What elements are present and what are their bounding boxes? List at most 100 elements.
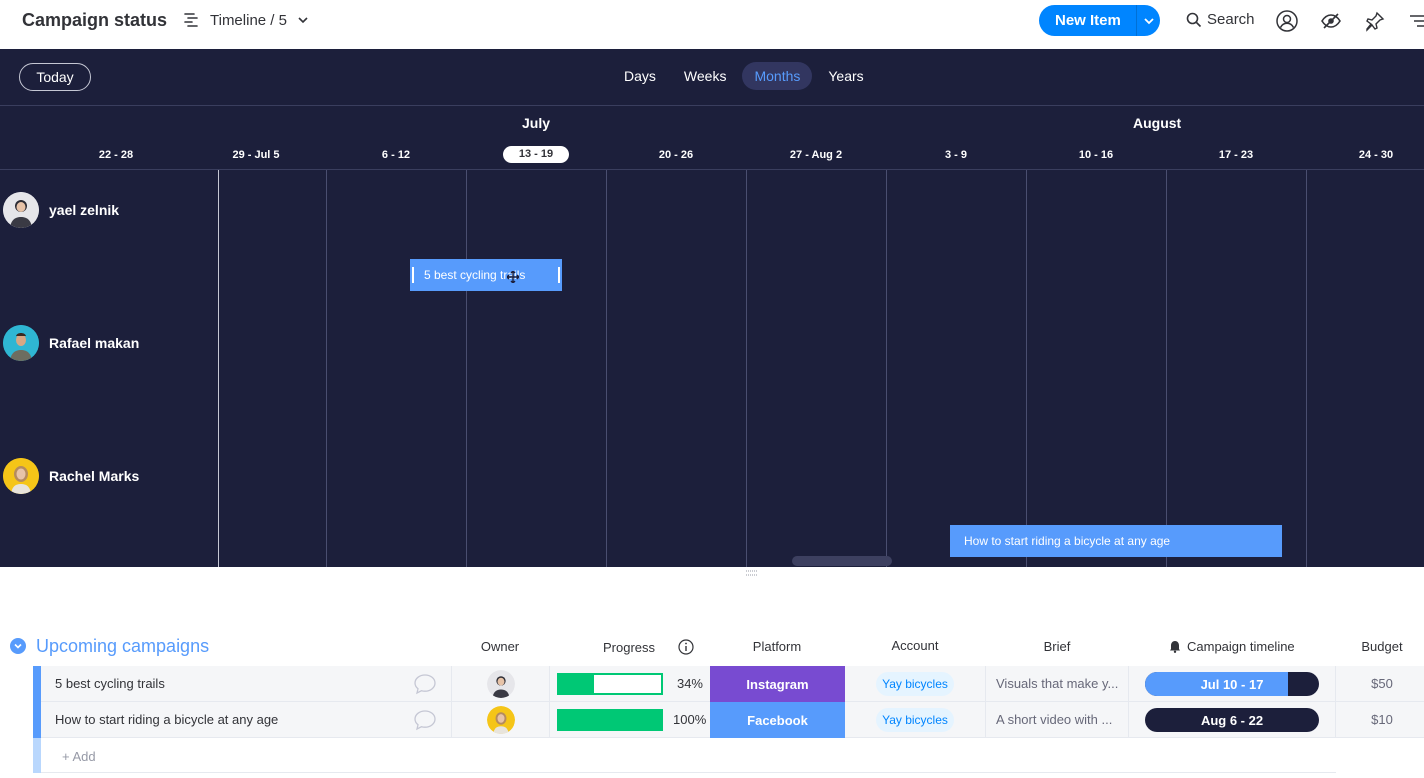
person-name: Rafael makan [49, 335, 140, 351]
search-label: Search [1207, 11, 1255, 28]
table-row[interactable]: How to start riding a bicycle at any age… [33, 702, 1424, 738]
row-color-bar [33, 702, 41, 738]
account-tag[interactable]: Yay bicycles [876, 708, 954, 732]
button-divider [1136, 5, 1137, 36]
campaign-timeline-pill[interactable]: Jul 10 - 17 [1145, 672, 1319, 696]
resize-handle-right[interactable] [558, 267, 560, 283]
week-label-current: 13 - 19 [503, 146, 569, 163]
resize-handle-left[interactable] [412, 267, 414, 283]
week-label: 6 - 12 [381, 149, 411, 161]
today-button[interactable]: Today [19, 63, 91, 91]
grid-line [326, 170, 327, 567]
search-button[interactable]: Search [1186, 11, 1255, 28]
week-label: 3 - 9 [944, 149, 967, 161]
brief-text[interactable]: Visuals that make y... [996, 676, 1119, 691]
filter-icon[interactable] [1408, 10, 1424, 32]
table-row[interactable]: 5 best cycling trails 34% Instagram Yay … [33, 666, 1424, 702]
horizontal-scrollbar[interactable] [792, 556, 892, 566]
add-item-label: + Add [62, 749, 96, 764]
platform-status[interactable]: Instagram [710, 666, 845, 702]
add-item-row[interactable]: + Add [33, 738, 1336, 773]
cell-divider [1128, 702, 1129, 738]
row-color-bar [33, 738, 41, 773]
board-title[interactable]: Campaign status [22, 10, 168, 30]
view-switcher[interactable]: Timeline / 5 [182, 10, 309, 30]
column-header-progress[interactable]: Progress [602, 640, 656, 655]
pin-icon[interactable] [1364, 10, 1386, 32]
campaign-timeline-pill[interactable]: Aug 6 - 22 [1145, 708, 1319, 732]
timeline-dates: Jul 10 - 17 [1200, 676, 1264, 692]
timeline-bar[interactable]: 5 best cycling trails [410, 259, 562, 291]
column-header-owner[interactable]: Owner [480, 639, 520, 654]
chevron-down-icon [298, 17, 308, 24]
grid-line [886, 170, 887, 567]
cell-divider [985, 702, 986, 738]
comment-icon[interactable] [413, 673, 437, 695]
tab-years[interactable]: Years [828, 68, 864, 84]
week-label: 29 - Jul 5 [232, 149, 280, 161]
info-icon[interactable] [678, 639, 694, 655]
person-name: yael zelnik [49, 202, 120, 218]
group-collapse-toggle[interactable] [10, 638, 26, 654]
timeline-dates: Aug 6 - 22 [1200, 712, 1264, 728]
tab-weeks[interactable]: Weeks [683, 68, 727, 84]
divider [0, 105, 1424, 106]
account-tag[interactable]: Yay bicycles [876, 672, 954, 696]
column-header-campaign-timeline[interactable]: Campaign timeline [1187, 639, 1295, 654]
new-item-label: New Item [1055, 12, 1121, 29]
grid-line [466, 170, 467, 567]
progress-percent: 100% [673, 712, 707, 727]
owner-avatar[interactable] [487, 706, 515, 734]
chevron-down-icon [14, 643, 22, 649]
cell-divider [549, 702, 550, 738]
group-title[interactable]: Upcoming campaigns [36, 636, 210, 656]
comment-icon[interactable] [413, 709, 437, 731]
item-name[interactable]: How to start riding a bicycle at any age [55, 712, 279, 727]
item-name[interactable]: 5 best cycling trails [55, 676, 165, 691]
week-label: 10 - 16 [1078, 149, 1114, 161]
divider [0, 169, 1424, 170]
avatar[interactable] [3, 458, 39, 494]
new-item-dropdown[interactable] [1137, 15, 1160, 27]
column-header-brief[interactable]: Brief [1043, 639, 1071, 654]
panel-resize-handle[interactable] [745, 570, 759, 576]
owner-avatar[interactable] [487, 670, 515, 698]
platform-status[interactable]: Facebook [710, 702, 845, 738]
progress-percent: 34% [676, 676, 703, 691]
week-label: 22 - 28 [98, 149, 134, 161]
tab-days[interactable]: Days [624, 68, 656, 84]
timeline-elapsed-fill [1145, 672, 1288, 696]
grid-line [1166, 170, 1167, 567]
week-label: 27 - Aug 2 [789, 149, 843, 161]
week-label: 20 - 26 [658, 149, 694, 161]
search-icon [1186, 12, 1202, 27]
tab-months[interactable]: Months [742, 62, 813, 90]
person-filter-icon[interactable] [1276, 10, 1298, 32]
bar-label: How to start riding a bicycle at any age [964, 534, 1171, 548]
budget-value[interactable]: $10 [1371, 712, 1393, 727]
person-row-yael: yael zelnik [3, 192, 119, 228]
new-item-button[interactable]: New Item [1039, 5, 1160, 36]
avatar[interactable] [3, 325, 39, 361]
month-label: August [1133, 115, 1182, 131]
week-label: 17 - 23 [1218, 149, 1254, 161]
grid-line [746, 170, 747, 567]
view-label: Timeline / 5 [210, 11, 287, 29]
column-header-account[interactable]: Account [891, 638, 939, 653]
column-header-budget[interactable]: Budget [1361, 639, 1403, 654]
scale-tabs: Days Weeks Months Years [612, 62, 880, 90]
hide-eye-icon[interactable] [1320, 10, 1342, 32]
bell-icon [1170, 641, 1180, 653]
progress-bar [557, 673, 663, 695]
budget-value[interactable]: $50 [1371, 676, 1393, 691]
cell-divider [549, 666, 550, 702]
month-label: July [522, 115, 551, 131]
brief-text[interactable]: A short video with ... [996, 712, 1113, 727]
timeline-bar[interactable]: How to start riding a bicycle at any age [950, 525, 1282, 557]
grid-line [1306, 170, 1307, 567]
column-header-platform[interactable]: Platform [752, 639, 802, 654]
cell-divider [451, 666, 452, 702]
person-row-rachel: Rachel Marks [3, 458, 139, 494]
avatar[interactable] [3, 192, 39, 228]
progress-bar [557, 709, 663, 731]
